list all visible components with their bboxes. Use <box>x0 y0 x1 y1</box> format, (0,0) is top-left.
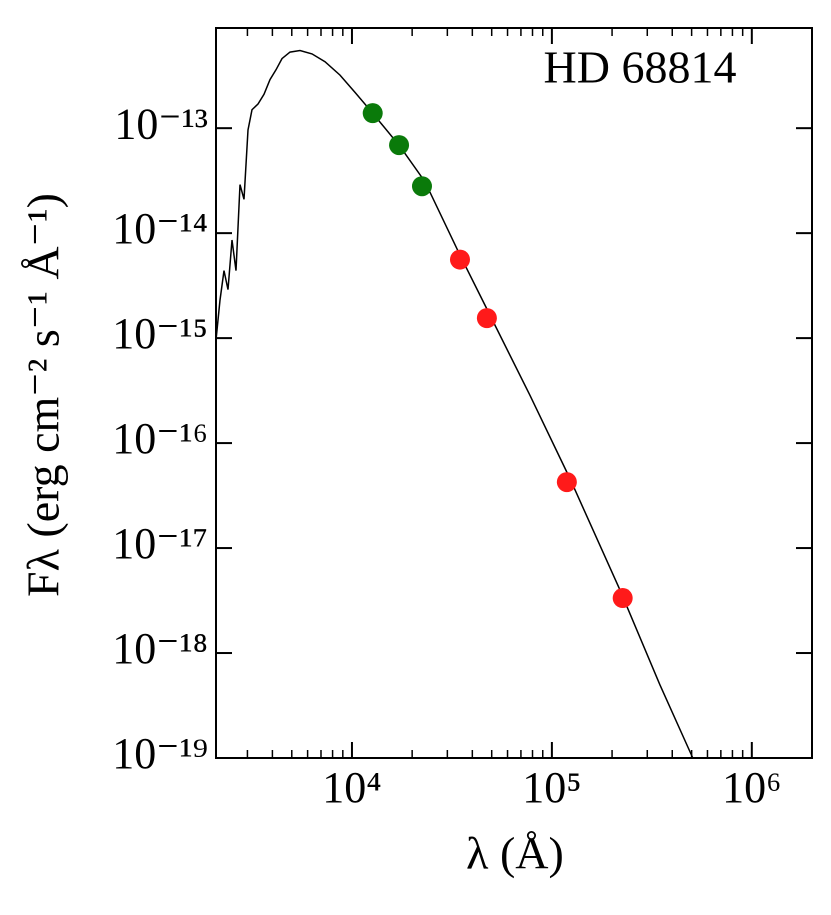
chart-title: HD 68814 <box>544 42 737 93</box>
data-point <box>612 588 633 609</box>
data-point <box>362 103 383 124</box>
data-point <box>389 135 410 156</box>
data-point <box>476 308 497 329</box>
x-axis-label: λ (Å) <box>466 828 564 879</box>
y-tick-label: 10⁻¹⁴ <box>112 204 208 253</box>
y-axis-label: Fλ (erg cm⁻² s⁻¹ Å⁻¹) <box>18 193 69 597</box>
plot-frame <box>215 27 813 759</box>
model-line <box>215 49 694 759</box>
data-point <box>556 472 577 493</box>
y-tick-label: 10⁻¹⁷ <box>112 519 208 568</box>
x-tick-label: 10⁶ <box>722 763 781 812</box>
data-point <box>411 176 432 197</box>
y-tick-label: 10⁻¹³ <box>114 99 208 148</box>
y-tick-label: 10⁻¹⁹ <box>112 729 208 778</box>
y-tick-label: 10⁻¹⁶ <box>112 414 208 463</box>
data-point <box>449 249 470 270</box>
y-tick-label: 10⁻¹⁸ <box>112 624 208 673</box>
y-tick-label: 10⁻¹⁵ <box>112 309 208 358</box>
x-tick-label: 10⁵ <box>522 763 581 812</box>
x-tick-label: 10⁴ <box>322 763 381 812</box>
